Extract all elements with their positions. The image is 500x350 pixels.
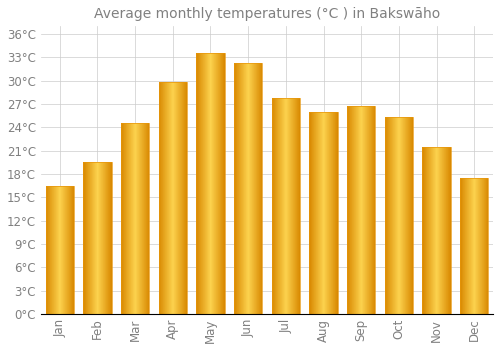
Bar bbox=[158, 82, 187, 314]
Bar bbox=[272, 98, 300, 314]
Bar bbox=[121, 124, 150, 314]
Bar bbox=[422, 147, 450, 314]
Bar bbox=[384, 117, 413, 314]
Bar bbox=[196, 54, 224, 314]
Bar bbox=[310, 112, 338, 314]
Bar bbox=[460, 178, 488, 314]
Bar bbox=[46, 186, 74, 314]
Bar bbox=[347, 106, 376, 314]
Title: Average monthly temperatures (°C ) in Bakswāho: Average monthly temperatures (°C ) in Ba… bbox=[94, 7, 440, 21]
Bar bbox=[84, 162, 112, 314]
Bar bbox=[234, 63, 262, 314]
